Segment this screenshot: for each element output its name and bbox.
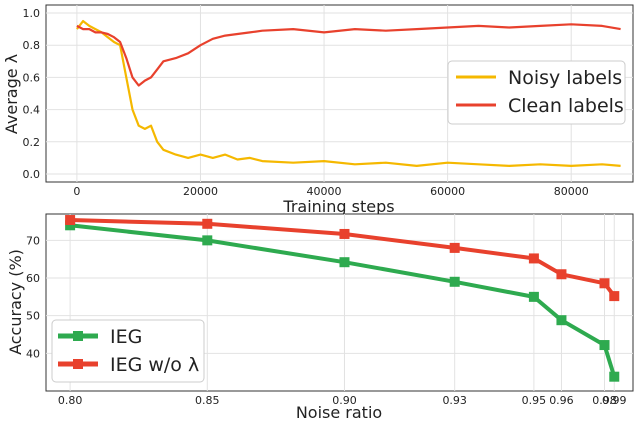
x-tick-labels-bottom: 0.80 0.85 0.90 0.93 0.95 0.96 0.980.99 <box>58 394 627 407</box>
x-tick-label-top: 20000 <box>183 185 218 198</box>
y-tick-labels-bottom: 40 50 60 70 <box>26 234 40 360</box>
data-point-ieg-wo-lambda <box>599 278 610 289</box>
data-point-ieg-wo-lambda <box>556 269 567 280</box>
data-point-ieg <box>449 276 460 287</box>
legend-label-ieg: IEG <box>110 326 142 348</box>
y-tick-label-top: 0.0 <box>23 168 41 181</box>
x-tick-label-bottom: 0.93 <box>442 394 467 407</box>
y-tick-label-bottom: 70 <box>26 234 40 247</box>
x-tick-label-top: 40000 <box>307 185 342 198</box>
series-line-noisy-labels <box>76 20 621 167</box>
legend-marker-ieg <box>73 331 83 341</box>
chart-top-lambda: 0 20000 40000 60000 80000 0.0 0.2 0.4 0.6 0.8 1.0… <box>2 4 634 216</box>
legend-marker-ieg-wo-lambda <box>73 359 83 369</box>
y-tick-label-bottom: 60 <box>26 272 40 285</box>
grid-bottom <box>46 214 633 391</box>
series-lines-bottom <box>65 215 620 382</box>
data-point-ieg-wo-lambda <box>339 228 350 239</box>
y-tick-labels-top: 0.0 0.2 0.4 0.6 0.8 1.0 <box>23 7 41 181</box>
data-point-ieg <box>609 371 620 382</box>
x-tick-label-bottom: 0.80 <box>58 394 83 407</box>
y-tick-label-top: 0.4 <box>23 104 41 117</box>
x-tick-label-bottom: 0.95 <box>522 394 547 407</box>
y-tick-label-top: 1.0 <box>23 7 41 20</box>
data-point-ieg-wo-lambda <box>528 253 539 264</box>
x-axis-label-bottom: Noise ratio <box>296 403 382 422</box>
series-line-clean-labels <box>76 23 621 87</box>
legend-label-clean: Clean labels <box>508 95 624 117</box>
series-lines-top <box>76 20 621 167</box>
legend-bottom: IEG IEG w/o λ <box>51 319 205 383</box>
x-tick-labels-top: 0 20000 40000 60000 80000 <box>73 185 588 198</box>
data-point-ieg-wo-lambda <box>65 215 76 226</box>
data-point-ieg-wo-lambda <box>609 291 620 302</box>
data-point-ieg-wo-lambda <box>202 218 213 229</box>
x-tick-label-top: 80000 <box>554 185 589 198</box>
data-point-ieg <box>202 235 213 246</box>
legend-label-noisy: Noisy labels <box>508 67 622 89</box>
x-tick-label-bottom: 0.99 <box>602 394 627 407</box>
data-point-ieg-wo-lambda <box>449 242 460 253</box>
data-point-ieg <box>556 315 567 326</box>
y-tick-label-top: 0.2 <box>23 136 41 149</box>
series-line-ieg <box>69 223 617 378</box>
data-point-ieg <box>528 291 539 302</box>
legend-label-ieg-wo-lambda: IEG w/o λ <box>110 354 199 376</box>
y-tick-label-bottom: 40 <box>26 347 40 360</box>
x-tick-label-top: 60000 <box>430 185 465 198</box>
y-tick-label-bottom: 50 <box>26 310 40 323</box>
y-axis-label-bottom: Accuracy (%) <box>6 249 25 355</box>
chart-bottom-accuracy: 0.80 0.85 0.90 0.93 0.95 0.96 0.980.99 40 50 60 7… <box>6 213 634 422</box>
data-point-ieg <box>65 220 76 231</box>
x-tick-label-bottom: 0.90 <box>332 394 357 407</box>
data-point-ieg <box>339 257 350 268</box>
y-tick-label-top: 0.8 <box>23 39 41 52</box>
legend-top: Noisy labels Clean labels <box>447 60 626 125</box>
series-line-ieg-wo-lambda <box>70 218 616 298</box>
x-tick-label-bottom: 0.85 <box>195 394 220 407</box>
y-axis-label-top: Average λ <box>2 54 21 134</box>
x-tick-label-bottom: 0.96 <box>549 394 574 407</box>
y-tick-label-top: 0.6 <box>23 71 41 84</box>
x-tick-label-bottom: 0.98 <box>592 394 617 407</box>
data-point-ieg <box>599 340 610 351</box>
x-tick-label-top: 0 <box>73 185 80 198</box>
x-axis-label-top: Training steps <box>282 197 394 216</box>
